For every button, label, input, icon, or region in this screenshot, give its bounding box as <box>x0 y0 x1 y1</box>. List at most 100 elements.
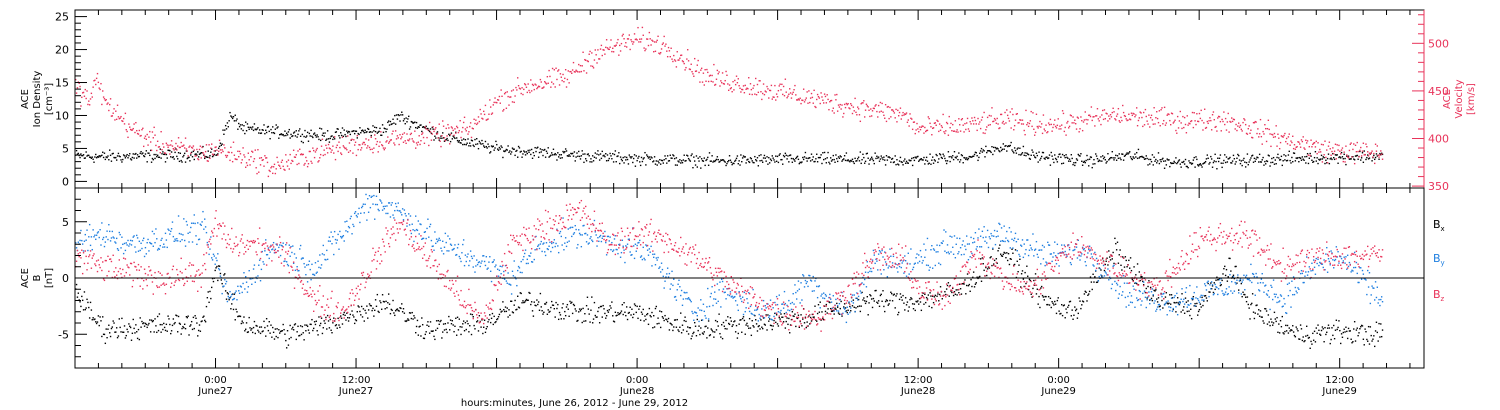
data-point <box>170 151 173 153</box>
data-point <box>622 33 624 36</box>
data-point <box>978 276 980 279</box>
data-point <box>382 147 385 149</box>
data-point <box>1071 157 1073 160</box>
data-point <box>1036 125 1039 128</box>
data-point <box>865 153 868 155</box>
data-point <box>265 254 268 256</box>
data-point <box>881 102 883 105</box>
data-point <box>96 321 99 323</box>
data-point <box>238 315 241 317</box>
data-point <box>108 223 110 226</box>
data-point <box>1129 151 1131 153</box>
data-point <box>904 158 906 160</box>
data-point <box>1276 145 1278 147</box>
data-point <box>666 155 669 157</box>
data-point <box>442 125 445 127</box>
data-point <box>294 323 297 325</box>
data-point <box>470 139 473 141</box>
data-point <box>1314 146 1317 148</box>
data-point <box>1047 157 1049 160</box>
data-point <box>303 164 305 166</box>
data-point <box>316 330 318 332</box>
data-point <box>903 302 905 304</box>
data-point <box>129 326 132 329</box>
data-point <box>497 99 500 101</box>
data-point <box>1332 153 1334 155</box>
data-point <box>314 323 317 326</box>
data-point <box>175 148 177 150</box>
data-point <box>673 157 676 160</box>
data-point <box>1176 161 1179 164</box>
data-point <box>1017 122 1019 124</box>
data-point <box>107 328 109 330</box>
data-point <box>213 255 216 257</box>
data-point <box>102 151 104 153</box>
data-point <box>752 325 754 327</box>
data-point <box>574 160 576 162</box>
data-point <box>1148 280 1150 282</box>
data-point <box>1181 293 1183 295</box>
data-point <box>1055 158 1058 161</box>
data-point <box>796 99 799 101</box>
data-point <box>168 318 170 320</box>
data-point <box>249 126 251 129</box>
data-point <box>1265 310 1268 312</box>
data-point <box>877 300 880 302</box>
data-point <box>610 307 612 309</box>
data-point <box>977 159 979 162</box>
data-point <box>1022 278 1025 280</box>
data-point <box>613 321 616 323</box>
data-point <box>1371 340 1373 342</box>
data-point <box>279 244 281 246</box>
data-point <box>194 155 196 157</box>
data-point <box>429 223 432 226</box>
data-point <box>571 312 574 315</box>
data-point <box>273 163 276 166</box>
data-point <box>1353 328 1355 330</box>
data-point <box>877 157 879 159</box>
data-point <box>523 83 526 85</box>
data-point <box>339 326 341 329</box>
data-point <box>1278 323 1280 325</box>
data-point <box>923 156 925 159</box>
data-point <box>1021 119 1024 121</box>
data-point <box>909 298 911 301</box>
data-point <box>412 122 414 124</box>
data-point <box>1336 144 1338 146</box>
data-point <box>343 240 345 242</box>
data-point <box>1346 155 1348 157</box>
data-point <box>313 156 316 159</box>
data-point <box>873 300 875 302</box>
data-point <box>401 114 404 116</box>
data-point <box>1060 312 1062 315</box>
data-point <box>236 299 238 301</box>
data-point <box>614 150 617 152</box>
data-point <box>757 165 760 167</box>
data-point <box>898 111 901 114</box>
data-point <box>911 157 913 160</box>
data-point <box>1326 327 1329 329</box>
data-point <box>272 326 274 329</box>
data-point <box>371 195 373 198</box>
data-point <box>172 156 175 158</box>
data-point <box>891 300 894 302</box>
data-point <box>1020 119 1022 121</box>
data-point <box>714 160 716 163</box>
data-point <box>1166 114 1168 116</box>
data-point <box>1255 121 1257 123</box>
data-point <box>1060 128 1062 130</box>
data-point <box>428 225 431 228</box>
data-point <box>360 147 363 149</box>
data-point <box>96 155 99 158</box>
data-point <box>190 152 192 154</box>
data-point <box>151 131 154 133</box>
data-point <box>787 155 789 157</box>
data-point <box>149 319 151 321</box>
data-point <box>263 263 265 265</box>
data-point <box>1175 311 1177 313</box>
data-point <box>615 315 617 317</box>
data-point <box>933 159 936 161</box>
data-point <box>957 131 959 133</box>
data-point <box>1175 129 1177 132</box>
data-point <box>1149 158 1152 161</box>
